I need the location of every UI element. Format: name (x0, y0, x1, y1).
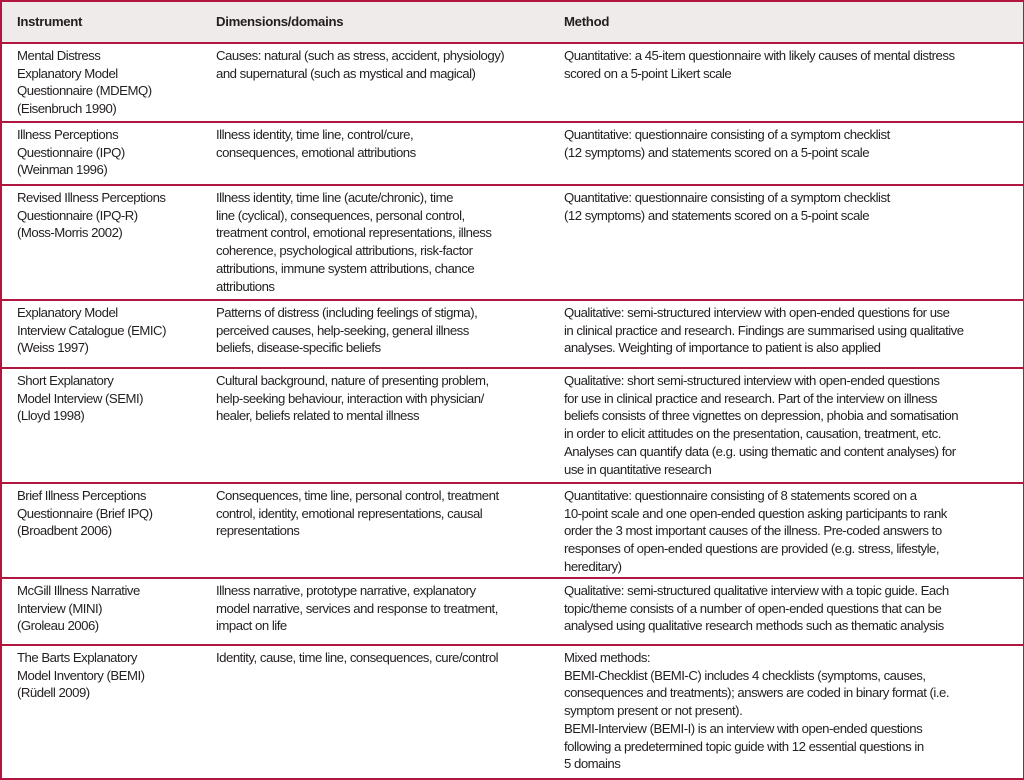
table-row: Revised Illness Perceptions Questionnair… (0, 184, 1024, 301)
dimensions-cell: Causes: natural (such as stress, acciden… (216, 42, 564, 123)
instrument-cell: Short Explanatory Model Interview (SEMI)… (0, 367, 216, 484)
table-row: Explanatory Model Interview Catalogue (E… (0, 299, 1024, 369)
instrument-cell: Illness Perceptions Questionnaire (IPQ) … (0, 121, 216, 186)
header-method: Method (564, 0, 1024, 44)
dimensions-cell: Illness identity, time line (acute/chron… (216, 184, 564, 301)
dimensions-cell: Consequences, time line, personal contro… (216, 482, 564, 579)
dimensions-cell: Patterns of distress (including feelings… (216, 299, 564, 369)
instrument-cell: Revised Illness Perceptions Questionnair… (0, 184, 216, 301)
dimensions-cell: Cultural background, nature of presentin… (216, 367, 564, 484)
method-cell: Quantitative: questionnaire consisting o… (564, 482, 1024, 579)
method-cell: Mixed methods: BEMI-Checklist (BEMI-C) i… (564, 644, 1024, 780)
header-row: Instrument Dimensions/domains Method (0, 0, 1024, 44)
table-row: Illness Perceptions Questionnaire (IPQ) … (0, 121, 1024, 186)
table-row: Mental Distress Explanatory Model Questi… (0, 42, 1024, 123)
table-row: Brief Illness Perceptions Questionnaire … (0, 482, 1024, 579)
instrument-cell: Explanatory Model Interview Catalogue (E… (0, 299, 216, 369)
instrument-cell: Brief Illness Perceptions Questionnaire … (0, 482, 216, 579)
table-row: The Barts Explanatory Model Inventory (B… (0, 644, 1024, 780)
method-cell: Qualitative: short semi-structured inter… (564, 367, 1024, 484)
instrument-cell: The Barts Explanatory Model Inventory (B… (0, 644, 216, 780)
header-dimensions: Dimensions/domains (216, 0, 564, 44)
table-row: Short Explanatory Model Interview (SEMI)… (0, 367, 1024, 484)
dimensions-cell: Identity, cause, time line, consequences… (216, 644, 564, 780)
header-instrument: Instrument (0, 0, 216, 44)
method-cell: Qualitative: semi-structured qualitative… (564, 577, 1024, 646)
method-cell: Quantitative: questionnaire consisting o… (564, 121, 1024, 186)
method-cell: Quantitative: questionnaire consisting o… (564, 184, 1024, 301)
dimensions-cell: Illness identity, time line, control/cur… (216, 121, 564, 186)
dimensions-cell: Illness narrative, prototype narrative, … (216, 577, 564, 646)
instrument-cell: McGill Illness Narrative Interview (MINI… (0, 577, 216, 646)
instrument-cell: Mental Distress Explanatory Model Questi… (0, 42, 216, 123)
table-row: McGill Illness Narrative Interview (MINI… (0, 577, 1024, 646)
method-cell: Quantitative: a 45-item questionnaire wi… (564, 42, 1024, 123)
method-cell: Qualitative: semi-structured interview w… (564, 299, 1024, 369)
